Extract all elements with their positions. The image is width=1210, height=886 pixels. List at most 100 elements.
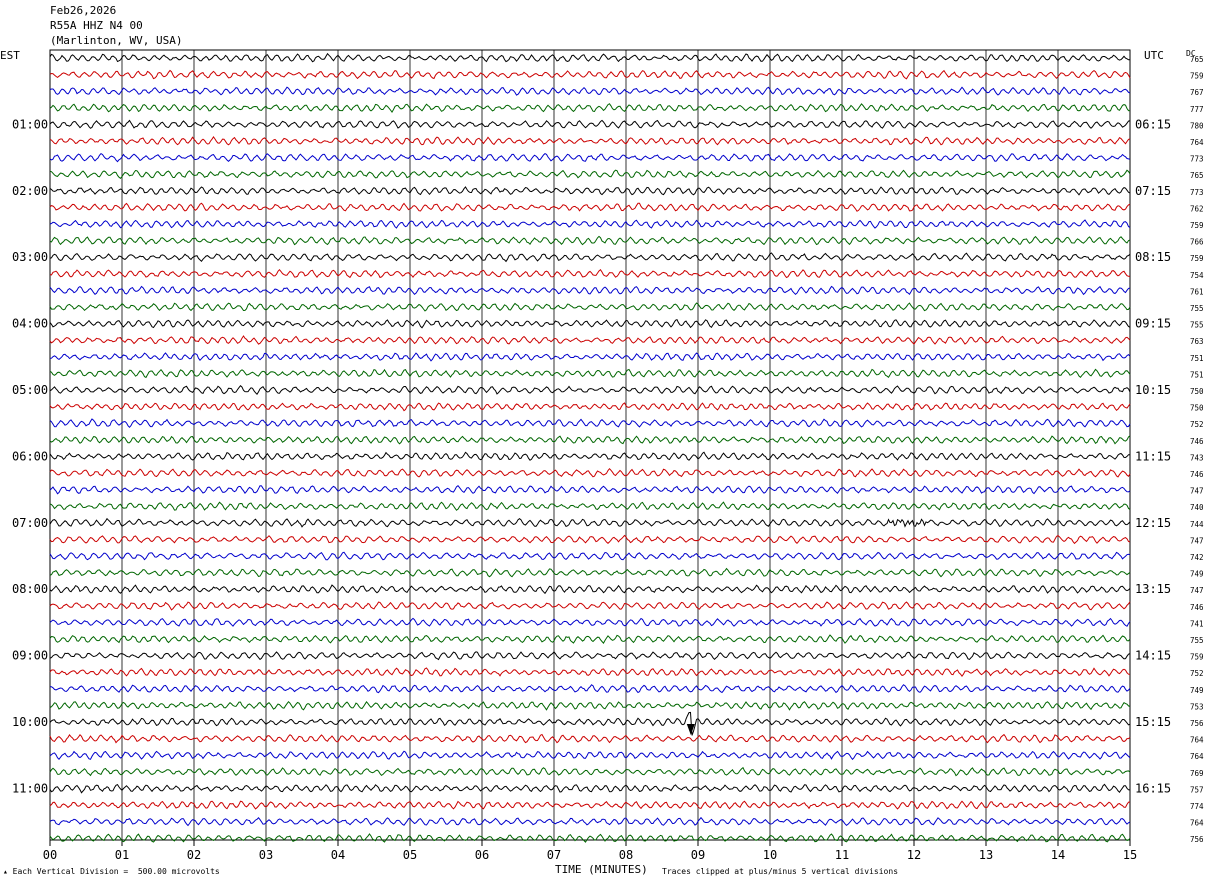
dc-offset-label: 742 [1190, 553, 1204, 562]
dc-offset-label: 780 [1190, 121, 1204, 130]
seismic-trace [49, 52, 1131, 63]
seismic-trace [49, 684, 1131, 694]
dc-offset-label: 744 [1190, 520, 1204, 529]
right-hour-label: 07:15 [1135, 184, 1171, 198]
left-hour-label: 06:00 [12, 449, 48, 463]
dc-offset-label: 751 [1190, 354, 1204, 363]
right-hour-label: 13:15 [1135, 582, 1171, 596]
seismic-trace [49, 119, 1131, 129]
left-hour-label: 04:00 [12, 317, 48, 331]
dc-offset-label: 755 [1190, 636, 1204, 645]
left-hour-label: 07:00 [12, 516, 48, 530]
right-hour-label: 14:15 [1135, 649, 1171, 663]
dc-offset-label: 764 [1190, 138, 1204, 147]
dc-offset-label: 756 [1190, 835, 1204, 844]
dc-offset-label: 759 [1190, 653, 1204, 662]
seismic-trace [49, 69, 1131, 80]
x-tick-label: 01 [115, 848, 129, 862]
right-hour-label: 15:15 [1135, 715, 1171, 729]
seismic-trace [49, 435, 1131, 445]
seismic-trace [49, 152, 1131, 163]
seismic-trace [49, 335, 1131, 345]
location-label: (Marlinton, WV, USA) [50, 34, 183, 47]
dc-offset-label: 747 [1190, 536, 1204, 545]
clip-marker [686, 724, 695, 735]
seismic-trace [49, 711, 1131, 736]
x-tick-label: 15 [1123, 848, 1137, 862]
left-hour-label: 03:00 [12, 250, 48, 264]
dc-offset-label: 740 [1190, 503, 1204, 512]
right-hour-label: 16:15 [1135, 781, 1171, 795]
x-tick-label: 11 [835, 848, 849, 862]
left-hour-label: 09:00 [12, 649, 48, 663]
seismic-trace [49, 750, 1131, 761]
dc-offset-label: 765 [1190, 171, 1204, 180]
seismic-trace [49, 584, 1131, 595]
seismic-trace [49, 302, 1131, 312]
seismic-trace [49, 402, 1131, 412]
seismic-trace [49, 186, 1131, 196]
dc-offset-label: 762 [1190, 204, 1204, 213]
x-tick-label: 05 [403, 848, 417, 862]
seismic-trace [49, 368, 1131, 379]
dc-offset-label: 769 [1190, 769, 1204, 778]
seismic-trace [49, 601, 1131, 611]
seismic-trace [49, 783, 1131, 794]
seismic-trace [49, 252, 1131, 263]
dc-offset-label: 746 [1190, 437, 1204, 446]
x-tick-label: 12 [907, 848, 921, 862]
left-hour-label: 01:00 [12, 117, 48, 131]
station-label: R55A HHZ N4 00 [50, 19, 143, 32]
seismic-trace [49, 766, 1131, 777]
right-hour-label: 08:15 [1135, 250, 1171, 264]
seismic-trace [49, 268, 1131, 279]
seismic-trace [49, 202, 1131, 212]
seismic-trace [49, 219, 1131, 229]
left-hour-label: 10:00 [12, 715, 48, 729]
dc-offset-label: 743 [1190, 453, 1204, 462]
dc-offset-label: 773 [1190, 188, 1204, 197]
seismic-trace [49, 169, 1131, 179]
dc-offset-label: 759 [1190, 221, 1204, 230]
x-tick-label: 09 [691, 848, 705, 862]
dc-offset-label: 750 [1190, 387, 1204, 396]
seismic-trace [49, 534, 1131, 545]
dc-header-label: DC [1186, 49, 1196, 58]
right-hour-label: 12:15 [1135, 516, 1171, 530]
seismic-trace [49, 733, 1131, 744]
left-hour-label: 02:00 [12, 184, 48, 198]
right-timezone-label: UTC [1144, 49, 1164, 62]
right-hour-label: 09:15 [1135, 317, 1171, 331]
dc-offset-label: 765 [1190, 55, 1204, 64]
dc-offset-label: 747 [1190, 586, 1204, 595]
dc-offset-label: 741 [1190, 619, 1204, 628]
seismic-trace [49, 467, 1131, 478]
x-tick-label: 06 [475, 848, 489, 862]
dc-offset-label: 752 [1190, 420, 1204, 429]
left-hour-label: 11:00 [12, 781, 48, 795]
seismic-trace [49, 833, 1131, 843]
dc-offset-label: 755 [1190, 304, 1204, 313]
seismic-trace [49, 634, 1131, 644]
x-tick-label: 14 [1051, 848, 1065, 862]
left-hour-label: 08:00 [12, 582, 48, 596]
seismic-trace [49, 617, 1131, 627]
x-tick-label: 04 [331, 848, 345, 862]
dc-offset-label: 777 [1190, 105, 1204, 114]
seismic-trace [49, 136, 1131, 146]
dc-offset-label: 757 [1190, 785, 1204, 794]
seismic-trace [49, 418, 1131, 429]
seismic-trace [49, 700, 1131, 711]
dc-offset-label: 749 [1190, 686, 1204, 695]
x-tick-label: 00 [43, 848, 57, 862]
seismic-trace [49, 485, 1131, 495]
seismic-trace [49, 352, 1131, 362]
seismic-trace [49, 667, 1131, 678]
x-axis-title: TIME (MINUTES) [555, 863, 648, 876]
seismic-trace [49, 235, 1131, 246]
dc-offset-label: 747 [1190, 487, 1204, 496]
dc-offset-label: 764 [1190, 752, 1204, 761]
seismic-trace [49, 384, 1131, 395]
seismic-trace [49, 651, 1131, 661]
